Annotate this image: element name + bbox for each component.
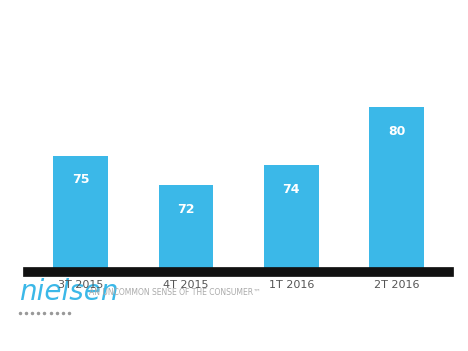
Text: EVOLUCIÓN TRIMESTRAL DE LA CONFIANZA DEL CONSUMIDOR EN ESPAÑA: EVOLUCIÓN TRIMESTRAL DE LA CONFIANZA DEL…: [36, 11, 432, 19]
Text: AN UNCOMMON SENSE OF THE CONSUMER™: AN UNCOMMON SENSE OF THE CONSUMER™: [89, 287, 261, 297]
Text: 80: 80: [388, 125, 405, 138]
Bar: [53, 156, 108, 351]
Text: 75: 75: [72, 173, 89, 186]
Bar: [264, 165, 319, 351]
Text: Copyright © 2015 The Nielsen Company: Copyright © 2015 The Nielsen Company: [14, 333, 185, 342]
Bar: [369, 107, 424, 351]
Text: nielsen: nielsen: [19, 278, 118, 306]
Bar: [159, 185, 213, 351]
Text: 72: 72: [177, 203, 195, 216]
Text: 74: 74: [283, 183, 300, 196]
